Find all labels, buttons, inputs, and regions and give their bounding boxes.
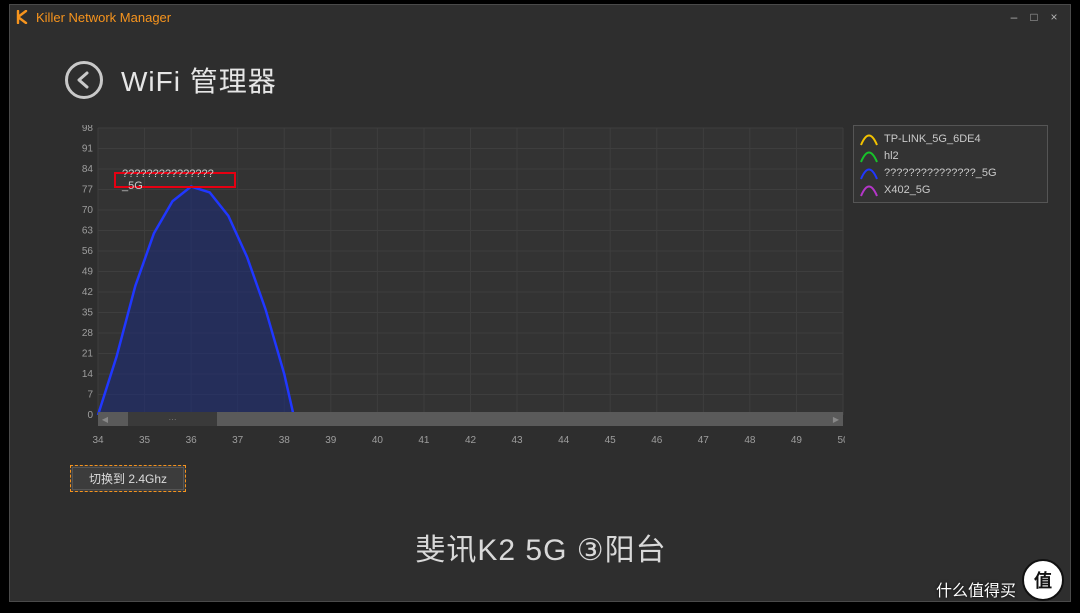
svg-text:37: 37: [232, 435, 244, 445]
scroll-thumb[interactable]: ···: [128, 412, 217, 426]
svg-text:45: 45: [605, 435, 617, 445]
svg-text:49: 49: [82, 267, 94, 278]
svg-text:84: 84: [82, 164, 94, 175]
legend-item[interactable]: hl2: [860, 147, 1041, 164]
scroll-left-button[interactable]: ◀: [98, 412, 112, 426]
svg-text:34: 34: [92, 435, 104, 445]
legend-label: X402_5G: [884, 184, 930, 196]
chart-scrollbar[interactable]: ◀ ··· ▶: [98, 412, 843, 426]
svg-text:91: 91: [82, 144, 94, 155]
legend-label: hl2: [884, 150, 899, 162]
svg-text:14: 14: [82, 369, 94, 380]
svg-text:44: 44: [558, 435, 570, 445]
svg-text:7: 7: [87, 390, 93, 401]
svg-text:28: 28: [82, 328, 94, 339]
legend-item[interactable]: X402_5G: [860, 181, 1041, 198]
svg-text:63: 63: [82, 226, 94, 237]
arrow-left-icon: [74, 70, 94, 90]
svg-text:47: 47: [698, 435, 710, 445]
legend: TP-LINK_5G_6DE4 hl2 ???????????????_5G X402…: [853, 125, 1048, 203]
titlebar: Killer Network Manager – □ ×: [10, 5, 1070, 29]
legend-swatch-icon: [860, 132, 878, 146]
legend-swatch-icon: [860, 149, 878, 163]
svg-text:43: 43: [512, 435, 524, 445]
legend-swatch-icon: [860, 183, 878, 197]
switch-band-button[interactable]: 切换到 2.4Ghz: [70, 465, 186, 492]
selected-network-label: ???????????????_5G: [114, 172, 236, 188]
svg-text:0: 0: [87, 410, 93, 421]
svg-text:56: 56: [82, 246, 94, 257]
minimize-button[interactable]: –: [1004, 7, 1024, 27]
watermark-text: 什么值得买: [936, 584, 1016, 601]
app-logo-icon: [16, 10, 30, 24]
legend-item[interactable]: ???????????????_5G: [860, 164, 1041, 181]
close-button[interactable]: ×: [1044, 7, 1064, 27]
legend-label: ???????????????_5G: [884, 167, 997, 179]
svg-text:70: 70: [82, 205, 94, 216]
svg-text:41: 41: [418, 435, 430, 445]
svg-text:48: 48: [744, 435, 756, 445]
svg-text:40: 40: [372, 435, 384, 445]
svg-text:38: 38: [279, 435, 291, 445]
svg-text:21: 21: [82, 349, 94, 360]
legend-label: TP-LINK_5G_6DE4: [884, 133, 981, 145]
maximize-button[interactable]: □: [1024, 7, 1044, 27]
svg-text:98: 98: [82, 125, 94, 134]
svg-text:50: 50: [837, 435, 845, 445]
page-title: WiFi 管理器: [121, 60, 277, 100]
svg-text:42: 42: [465, 435, 477, 445]
svg-text:77: 77: [82, 185, 94, 196]
svg-text:36: 36: [186, 435, 198, 445]
svg-text:42: 42: [82, 287, 94, 298]
caption-text: 斐讯K2 5G ③阳台: [10, 525, 1072, 569]
page-header: WiFi 管理器: [65, 60, 277, 100]
window: Killer Network Manager – □ × WiFi 管理器 0 7…: [9, 4, 1071, 602]
svg-text:49: 49: [791, 435, 803, 445]
legend-item[interactable]: TP-LINK_5G_6DE4: [860, 130, 1041, 147]
back-button[interactable]: [65, 61, 103, 99]
svg-text:39: 39: [325, 435, 337, 445]
legend-swatch-icon: [860, 166, 878, 180]
window-title: Killer Network Manager: [36, 10, 171, 25]
scroll-right-button[interactable]: ▶: [829, 412, 843, 426]
svg-text:35: 35: [82, 308, 94, 319]
svg-text:35: 35: [139, 435, 151, 445]
watermark-badge-icon: 值: [1022, 559, 1064, 601]
svg-text:46: 46: [651, 435, 663, 445]
